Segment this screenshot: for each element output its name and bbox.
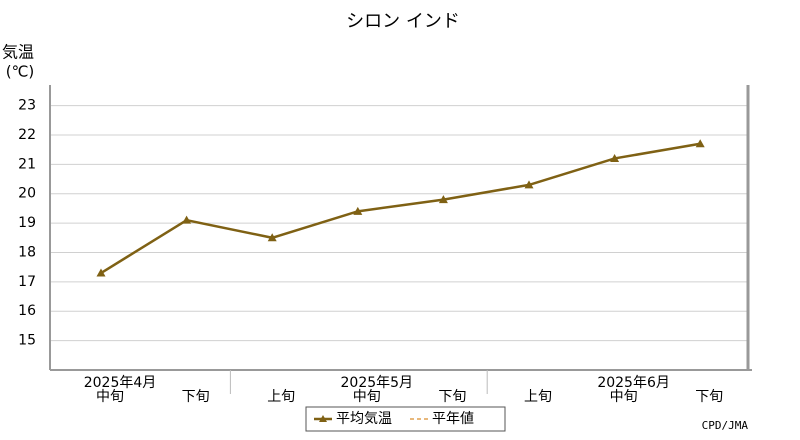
data-point bbox=[96, 268, 106, 277]
y-axis-label: (℃) bbox=[6, 63, 35, 81]
y-tick-label: 23 bbox=[18, 98, 36, 114]
x-tick-label: 上旬 bbox=[524, 389, 552, 405]
legend-marker bbox=[319, 415, 327, 422]
y-tick-label: 21 bbox=[18, 156, 36, 172]
data-point bbox=[610, 153, 620, 162]
y-tick-label: 15 bbox=[18, 333, 36, 349]
y-axis-label: 気温 bbox=[2, 43, 34, 62]
y-tick-label: 17 bbox=[18, 274, 36, 290]
data-point bbox=[267, 233, 277, 242]
y-tick-label: 19 bbox=[18, 215, 36, 231]
data-point bbox=[695, 139, 705, 148]
x-tick-label: 中旬 bbox=[96, 389, 124, 405]
x-group-label: 2025年5月 bbox=[341, 375, 414, 391]
x-tick-label: 中旬 bbox=[353, 389, 381, 405]
y-tick-label: 20 bbox=[18, 186, 36, 202]
data-point bbox=[438, 195, 448, 204]
x-group-label: 2025年4月 bbox=[84, 375, 157, 391]
x-tick-label: 中旬 bbox=[610, 389, 638, 405]
x-tick-label: 下旬 bbox=[182, 389, 210, 405]
legend-label: 平均気温 bbox=[336, 411, 392, 427]
y-tick-label: 22 bbox=[18, 127, 36, 143]
x-tick-label: 下旬 bbox=[438, 389, 466, 405]
legend-box bbox=[305, 406, 506, 432]
data-point bbox=[353, 206, 363, 215]
y-tick-label: 18 bbox=[18, 244, 36, 260]
x-group-label: 2025年6月 bbox=[597, 375, 670, 391]
chart-title: シロン インド bbox=[346, 11, 460, 32]
series-line bbox=[100, 142, 701, 275]
legend-label: 平年値 bbox=[432, 411, 474, 427]
data-point bbox=[182, 215, 192, 224]
source: CPD/JMA bbox=[702, 419, 749, 432]
data-point bbox=[524, 180, 534, 189]
x-tick-label: 下旬 bbox=[695, 389, 723, 405]
x-tick-label: 上旬 bbox=[267, 389, 295, 405]
y-tick-label: 16 bbox=[18, 303, 36, 319]
